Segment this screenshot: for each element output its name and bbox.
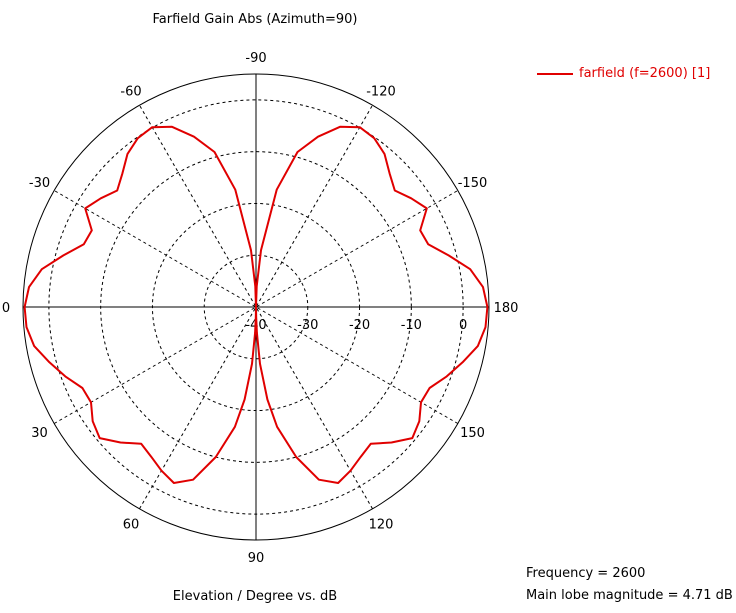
radial-tick-label: -10 (401, 318, 422, 333)
angle-labels: 0 30 60 90 120 150 180 -150 -120 -90 -60 -30 (2, 51, 519, 566)
angle-tick-label: -30 (29, 176, 50, 191)
frequency-info: Frequency = 2600 (526, 566, 646, 581)
legend: farfield (f=2600) [1] (537, 66, 710, 81)
legend-line-swatch (537, 72, 573, 75)
angle-tick-label: 120 (369, 518, 394, 533)
radial-tick-label: -30 (297, 318, 318, 333)
radial-tick-label: -20 (349, 318, 370, 333)
radial-tick-labels: -40 -30 -20 -10 0 (245, 318, 467, 333)
main-lobe-info: Main lobe magnitude = 4.71 dB (526, 588, 733, 603)
angle-tick-label: 0 (2, 301, 10, 316)
angle-tick-label: -150 (458, 176, 488, 191)
x-axis-label: Elevation / Degree vs. dB (173, 589, 337, 604)
chart-title: Farfield Gain Abs (Azimuth=90) (153, 12, 358, 27)
angle-tick-label: -90 (245, 51, 266, 66)
radial-tick-label: 0 (459, 318, 467, 333)
legend-label: farfield (f=2600) [1] (579, 66, 711, 81)
angle-tick-label: 30 (31, 426, 48, 441)
series-line (23, 125, 489, 484)
angle-tick-label: -60 (120, 84, 141, 99)
series-group (23, 125, 489, 484)
angle-tick-label: 90 (248, 551, 265, 566)
angle-tick-label: 180 (494, 301, 519, 316)
angle-tick-label: 150 (460, 426, 485, 441)
angle-tick-label: -120 (366, 84, 396, 99)
angle-tick-label: 60 (123, 518, 140, 533)
